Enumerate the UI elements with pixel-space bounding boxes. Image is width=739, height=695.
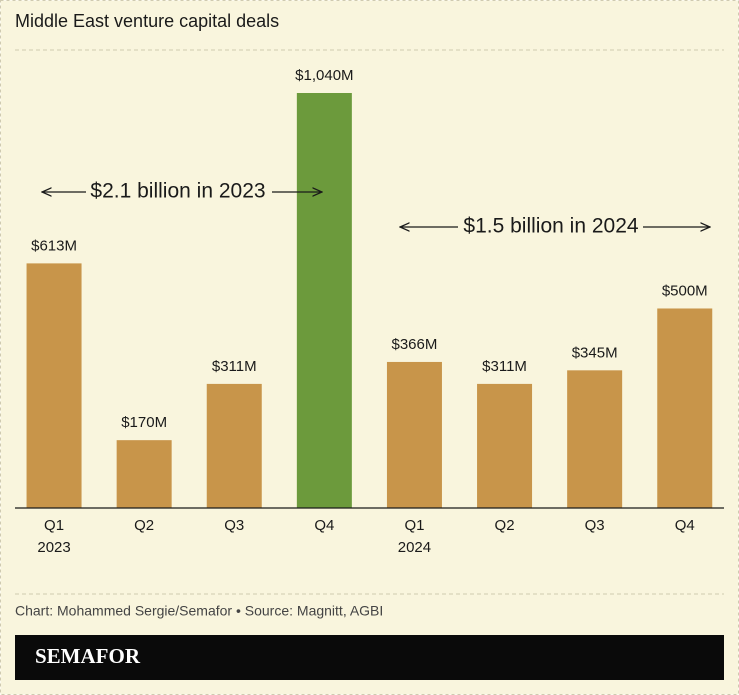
bar — [477, 383, 533, 508]
bar — [206, 383, 262, 508]
x-tick-label: Q4 — [314, 517, 334, 534]
bar — [116, 440, 172, 508]
logo-bar — [15, 635, 724, 680]
value-label: $311M — [482, 358, 527, 375]
value-label: $613M — [31, 237, 77, 254]
value-label: $366M — [392, 336, 438, 353]
annotation: $1.5 billion in 2024 — [463, 215, 638, 238]
x-group-label: 2023 — [37, 539, 70, 556]
x-tick-label: Q1 — [404, 517, 424, 534]
logo: SEMAFOR — [35, 644, 141, 668]
x-tick-label: Q3 — [585, 517, 605, 534]
value-label: $311M — [212, 358, 257, 375]
x-tick-label: Q3 — [224, 517, 244, 534]
x-tick-label: Q4 — [675, 517, 695, 534]
bar — [26, 263, 82, 508]
x-tick-label: Q2 — [495, 517, 515, 534]
value-label: $170M — [121, 414, 167, 431]
bar — [386, 361, 442, 508]
value-label: $500M — [662, 282, 708, 299]
bar — [296, 93, 352, 508]
bar — [567, 370, 623, 508]
x-group-label: 2024 — [398, 539, 431, 556]
annotation: $2.1 billion in 2023 — [90, 180, 265, 203]
bar — [657, 308, 713, 508]
chart-title: Middle East venture capital deals — [15, 11, 279, 31]
x-tick-label: Q1 — [44, 517, 64, 534]
value-label: $1,040M — [295, 67, 353, 84]
x-tick-label: Q2 — [134, 517, 154, 534]
value-label: $345M — [572, 344, 618, 361]
source: Chart: Mohammed Sergie/Semafor • Source:… — [15, 603, 383, 619]
